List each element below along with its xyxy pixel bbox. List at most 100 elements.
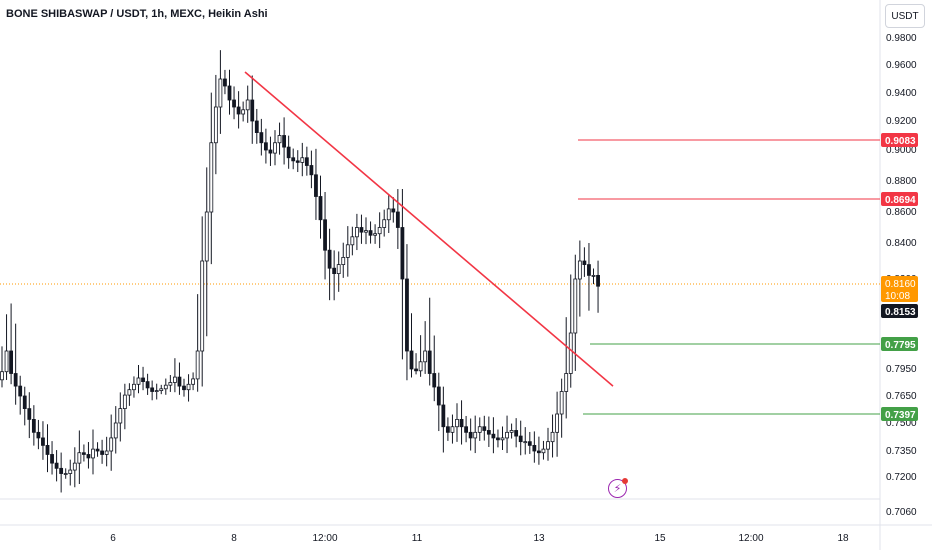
- candle-body: [218, 78, 223, 108]
- candle-body: [509, 430, 514, 433]
- candle-body: [368, 230, 373, 236]
- candle-body: [250, 99, 255, 122]
- price-scale[interactable]: 0.9800 0.9600 0.9400 0.9200 0.9000 0.8800 0.86…: [886, 0, 917, 518]
- candle-body: [54, 462, 59, 469]
- candle-body: [295, 160, 300, 163]
- price-tick-label: 0.8400: [886, 238, 917, 249]
- chart-title: BONE SHIBASWAP / USDT, 1h, MEXC, Heikin …: [6, 8, 268, 20]
- candle-body: [455, 418, 459, 428]
- candle-body: [254, 120, 259, 133]
- price-tick-label: 0.9400: [886, 88, 917, 99]
- candle-body: [514, 430, 519, 437]
- candle-body: [304, 157, 309, 166]
- candle-body: [568, 332, 573, 374]
- candle-body: [36, 431, 41, 439]
- candle-body: [277, 135, 282, 144]
- price-tick-label: 0.7200: [886, 472, 917, 483]
- candle-body: [582, 260, 587, 265]
- crosshair-price-label: 0.8153: [885, 307, 916, 318]
- candle-body: [154, 390, 159, 393]
- price-tick-label: 0.7650: [886, 391, 917, 402]
- candle-body: [573, 278, 578, 334]
- candle-body: [273, 142, 277, 154]
- price-tick-label: 0.9000: [886, 145, 917, 156]
- price-tick-label: 0.9200: [886, 116, 917, 127]
- candle-body: [555, 413, 559, 433]
- candle-body: [332, 267, 337, 275]
- support-price-tag: [881, 337, 918, 351]
- candle-body: [518, 435, 523, 443]
- price-tick-label: 0.7350: [886, 446, 917, 457]
- candle-body: [150, 387, 155, 392]
- candle-body: [104, 450, 109, 455]
- candle-body: [286, 146, 291, 159]
- candle-body: [204, 211, 209, 262]
- candle-body: [400, 227, 405, 280]
- candle-body: [309, 165, 314, 176]
- candle-body: [13, 373, 18, 387]
- candle-body: [532, 444, 537, 452]
- candle-body: [486, 430, 491, 435]
- candle-body: [345, 244, 350, 258]
- candle-body: [323, 219, 327, 251]
- lightning-icon[interactable]: ⚡: [608, 478, 628, 498]
- candle-body: [432, 373, 437, 388]
- candle-body: [386, 208, 391, 221]
- candle-body: [382, 219, 387, 228]
- candle-body: [423, 350, 428, 363]
- candle-body: [414, 368, 418, 372]
- candle-body: [409, 350, 414, 370]
- candle-body: [50, 454, 54, 464]
- current-price-label: 0.8160: [885, 279, 916, 290]
- candle-body: [31, 418, 36, 433]
- candle-body: [4, 350, 9, 373]
- candle-body: [182, 385, 186, 391]
- candle-body: [587, 264, 591, 276]
- candle-body: [200, 260, 205, 352]
- descending-trendline[interactable]: [244, 71, 614, 387]
- candle-body: [500, 437, 505, 441]
- candle-body: [473, 431, 478, 439]
- candle-body: [168, 382, 173, 386]
- candle-body: [27, 408, 32, 420]
- crosshair-price-tag: [881, 304, 918, 318]
- candle-body: [172, 376, 177, 383]
- candle-body: [441, 404, 446, 428]
- candle-body: [436, 386, 441, 406]
- candle-body: [259, 132, 264, 144]
- candle-body: [213, 106, 218, 144]
- candle-body: [373, 233, 378, 236]
- candle-body: [591, 274, 596, 277]
- price-tick-label: 0.7500: [886, 418, 917, 429]
- currency-button[interactable]: USDT: [885, 4, 925, 28]
- candle-body: [359, 227, 364, 233]
- candle-body: [477, 426, 482, 433]
- candle-body: [523, 441, 528, 444]
- candle-body: [186, 383, 191, 391]
- candle-body: [541, 448, 546, 454]
- time-tick-label: 12:00: [738, 533, 763, 544]
- candle-body: [77, 452, 82, 464]
- candle-body: [177, 376, 182, 387]
- candle-body: [527, 441, 532, 446]
- candle-body: [282, 135, 287, 148]
- candle-body: [132, 383, 136, 391]
- candle-body: [391, 208, 396, 213]
- price-line-label: 0.7397: [885, 410, 916, 421]
- candle-body: [300, 157, 305, 163]
- candle-body: [377, 227, 382, 235]
- candle-body: [86, 454, 91, 459]
- time-tick-label: 11: [412, 533, 423, 544]
- time-tick-label: 13: [533, 533, 545, 544]
- time-tick-label: 6: [110, 533, 116, 544]
- candle-body: [22, 395, 27, 410]
- candle-body: [223, 78, 227, 87]
- time-scale[interactable]: 6 8 12:00 11 13 15 12:00 18: [110, 533, 849, 544]
- time-tick-label: 15: [654, 533, 666, 544]
- resistance-price-tag: [881, 133, 918, 147]
- price-line-label: 0.7795: [885, 340, 916, 351]
- time-tick-label: 18: [837, 533, 849, 544]
